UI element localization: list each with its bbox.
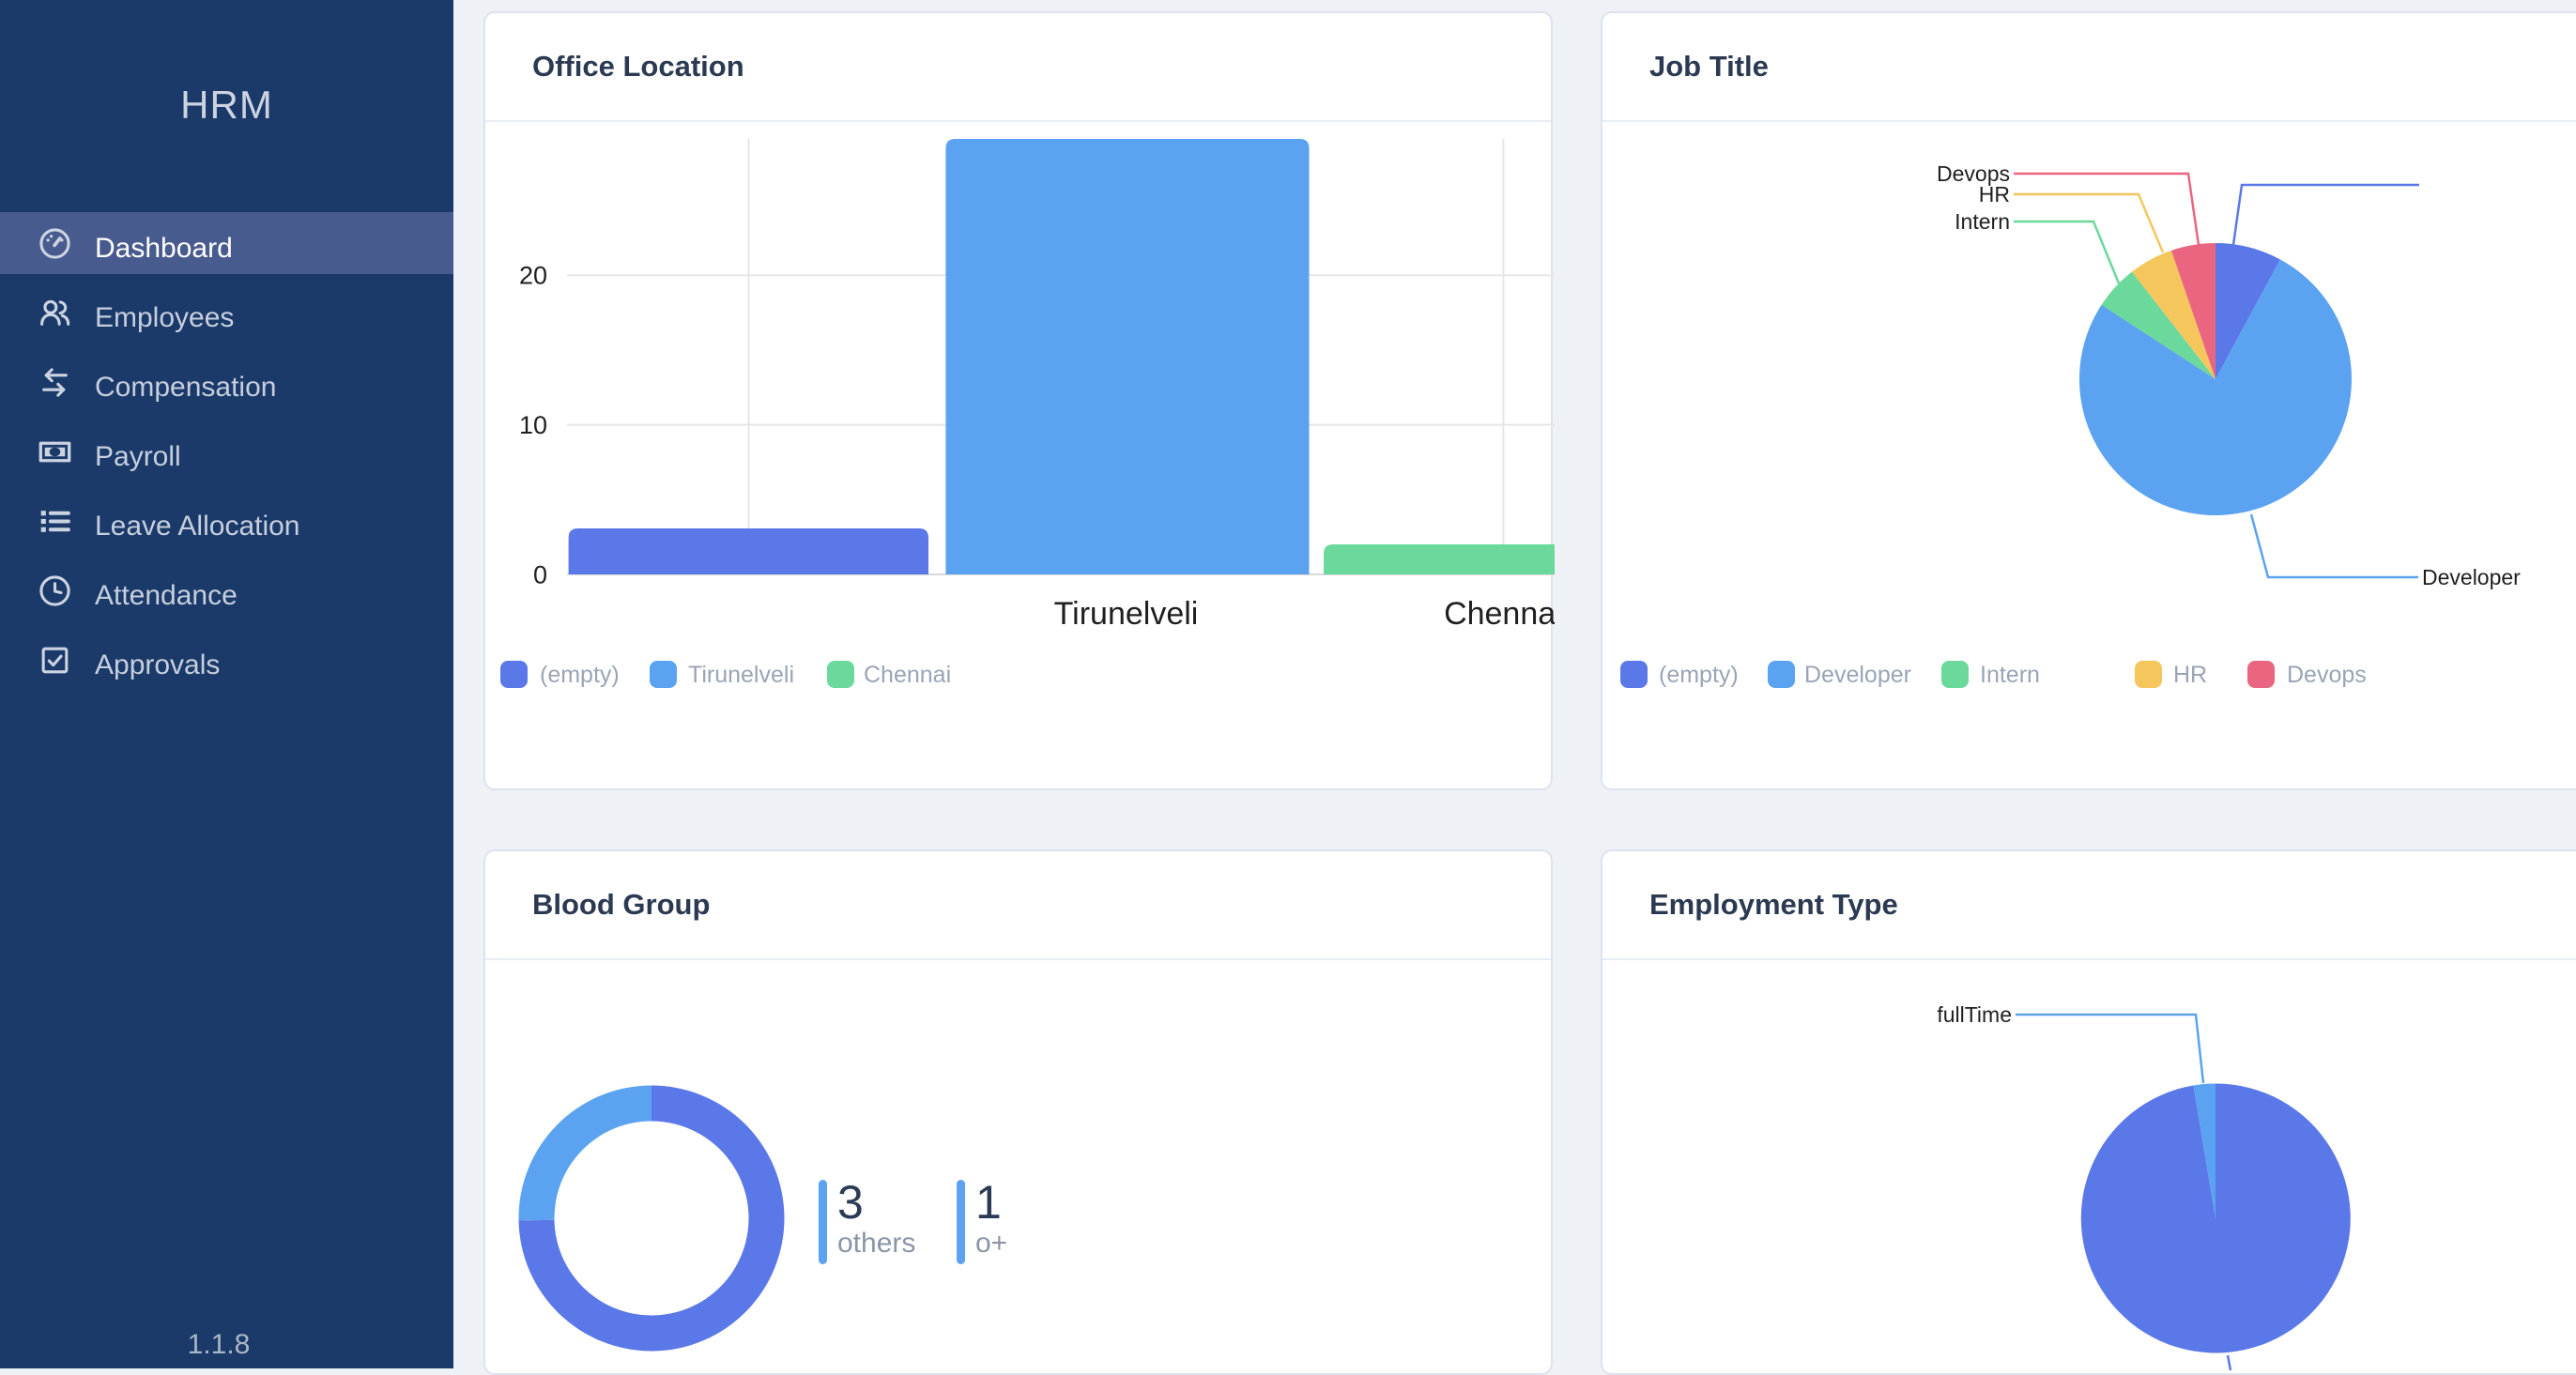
svg-text:20: 20 xyxy=(519,262,547,290)
svg-text:Tirunelveli: Tirunelveli xyxy=(1054,596,1199,632)
svg-text:Developer: Developer xyxy=(2422,565,2521,589)
svg-text:10: 10 xyxy=(519,411,547,439)
svg-text:Chennai: Chennai xyxy=(864,662,951,688)
svg-text:Tirunelveli: Tirunelveli xyxy=(688,662,794,688)
svg-text:HR: HR xyxy=(2173,662,2207,688)
svg-text:Intern: Intern xyxy=(1955,209,2010,234)
svg-text:1: 1 xyxy=(975,1176,1002,1229)
svg-text:(empty): (empty) xyxy=(540,662,620,688)
svg-text:Devops: Devops xyxy=(2287,662,2367,688)
svg-text:0: 0 xyxy=(533,561,547,589)
svg-text:Intern: Intern xyxy=(1980,662,2040,688)
svg-text:Devops: Devops xyxy=(1937,161,2010,186)
svg-text:(empty): (empty) xyxy=(1659,662,1739,688)
svg-text:Developer: Developer xyxy=(1804,662,1911,688)
svg-text:HR: HR xyxy=(1979,182,2010,206)
svg-text:fullTime: fullTime xyxy=(1937,1002,2012,1027)
svg-text:3: 3 xyxy=(837,1176,864,1229)
svg-text:Chennai: Chennai xyxy=(1444,596,1555,632)
svg-text:o+: o+ xyxy=(975,1228,1007,1259)
svg-text:others: others xyxy=(837,1228,915,1259)
